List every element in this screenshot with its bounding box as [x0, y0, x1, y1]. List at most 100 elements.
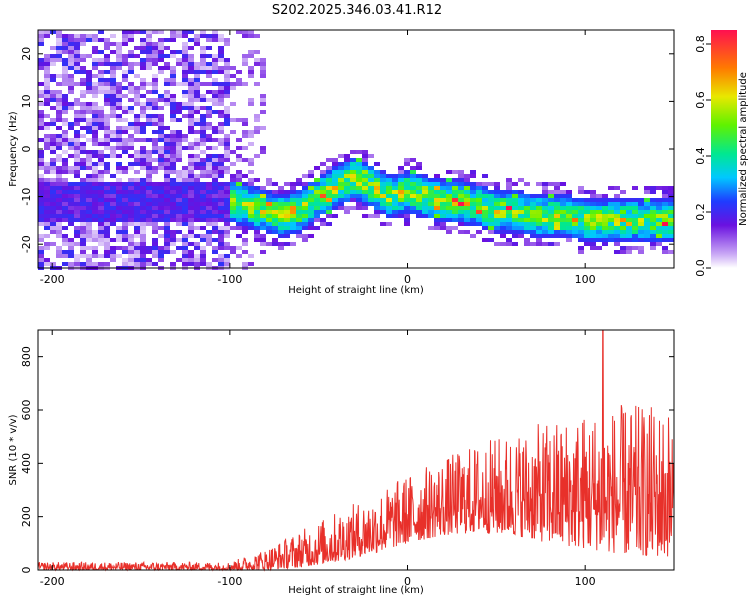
heatmap-cell: [158, 254, 164, 258]
heatmap-cell: [176, 198, 182, 202]
heatmap-cell: [80, 142, 86, 146]
heatmap-cell: [68, 78, 74, 82]
heatmap-cell: [560, 194, 566, 198]
heatmap-cell: [158, 106, 164, 110]
heatmap-cell: [230, 102, 236, 106]
heatmap-cell: [572, 226, 578, 230]
heatmap-cell: [194, 110, 200, 114]
heatmap-cell: [122, 258, 128, 262]
heatmap-cell: [296, 198, 302, 202]
heatmap-cell: [188, 114, 194, 118]
heatmap-cell: [266, 198, 272, 202]
heatmap-cell: [320, 194, 326, 198]
heatmap-cell: [176, 110, 182, 114]
heatmap-cell: [356, 190, 362, 194]
heatmap-cell: [536, 234, 542, 238]
heatmap-cell: [68, 254, 74, 258]
heatmap-cell: [128, 242, 134, 246]
heatmap-cell: [368, 194, 374, 198]
heatmap-cell: [200, 206, 206, 210]
heatmap-cell: [56, 226, 62, 230]
heatmap-cell: [608, 234, 614, 238]
heatmap-cell: [56, 118, 62, 122]
heatmap-cell: [170, 218, 176, 222]
heatmap-cell: [200, 30, 206, 34]
heatmap-cell: [254, 234, 260, 238]
heatmap-cell: [194, 206, 200, 210]
heatmap-cell: [212, 194, 218, 198]
heatmap-cell: [38, 206, 44, 210]
heatmap-cell: [128, 134, 134, 138]
heatmap-cell: [218, 66, 224, 70]
heatmap-cell: [242, 82, 248, 86]
heatmap-cell: [38, 218, 44, 222]
heatmap-cell: [278, 234, 284, 238]
heatmap-cell: [506, 178, 512, 182]
heatmap-cell: [584, 242, 590, 246]
heatmap-cell: [272, 198, 278, 202]
heatmap-cell: [344, 190, 350, 194]
heatmap-cell: [200, 134, 206, 138]
heatmap-cell: [632, 234, 638, 238]
heatmap-cell: [284, 218, 290, 222]
heatmap-cell: [626, 226, 632, 230]
heatmap-cell: [206, 74, 212, 78]
heatmap-cell: [314, 214, 320, 218]
heatmap-cell: [50, 182, 56, 186]
heatmap-cell: [206, 234, 212, 238]
heatmap-cell: [548, 226, 554, 230]
heatmap-cell: [278, 230, 284, 234]
spectrogram-x-ticks: -200 -100 0 100: [40, 30, 596, 286]
heatmap-cell: [134, 246, 140, 250]
heatmap-cell: [260, 234, 266, 238]
heatmap-cell: [86, 78, 92, 82]
heatmap-cell: [356, 186, 362, 190]
heatmap-cell: [170, 150, 176, 154]
heatmap-cell: [68, 170, 74, 174]
heatmap-cell: [212, 70, 218, 74]
heatmap-cell: [110, 62, 116, 66]
heatmap-cell: [200, 174, 206, 178]
heatmap-cell: [74, 82, 80, 86]
heatmap-cell: [260, 74, 266, 78]
heatmap-cell: [98, 74, 104, 78]
heatmap-cell: [650, 186, 656, 190]
heatmap-cell: [140, 126, 146, 130]
heatmap-cell: [410, 210, 416, 214]
heatmap-cell: [206, 166, 212, 170]
heatmap-cell: [206, 106, 212, 110]
heatmap-cell: [458, 182, 464, 186]
heatmap-cell: [44, 202, 50, 206]
heatmap-cell: [104, 94, 110, 98]
heatmap-cell: [146, 262, 152, 266]
heatmap-cell: [188, 206, 194, 210]
heatmap-cell: [602, 202, 608, 206]
heatmap-cell: [584, 230, 590, 234]
heatmap-cell: [92, 210, 98, 214]
heatmap-cell: [350, 186, 356, 190]
heatmap-cell: [476, 190, 482, 194]
heatmap-cell: [494, 182, 500, 186]
heatmap-cell: [458, 214, 464, 218]
heatmap-cell: [620, 250, 626, 254]
heatmap-cell: [212, 90, 218, 94]
heatmap-cell: [86, 110, 92, 114]
heatmap-cell: [230, 130, 236, 134]
heatmap-cell: [440, 194, 446, 198]
heatmap-cell: [74, 214, 80, 218]
heatmap-cell: [440, 222, 446, 226]
heatmap-cell: [380, 202, 386, 206]
heatmap-cell: [134, 122, 140, 126]
heatmap-cell: [530, 234, 536, 238]
heatmap-cell: [104, 142, 110, 146]
heatmap-cell: [68, 250, 74, 254]
heatmap-cell: [206, 206, 212, 210]
heatmap-cell: [542, 234, 548, 238]
heatmap-cell: [212, 258, 218, 262]
heatmap-cell: [50, 58, 56, 62]
heatmap-cell: [404, 210, 410, 214]
heatmap-cell: [212, 190, 218, 194]
heatmap-cell: [92, 90, 98, 94]
heatmap-cell: [110, 86, 116, 90]
heatmap-cell: [272, 202, 278, 206]
